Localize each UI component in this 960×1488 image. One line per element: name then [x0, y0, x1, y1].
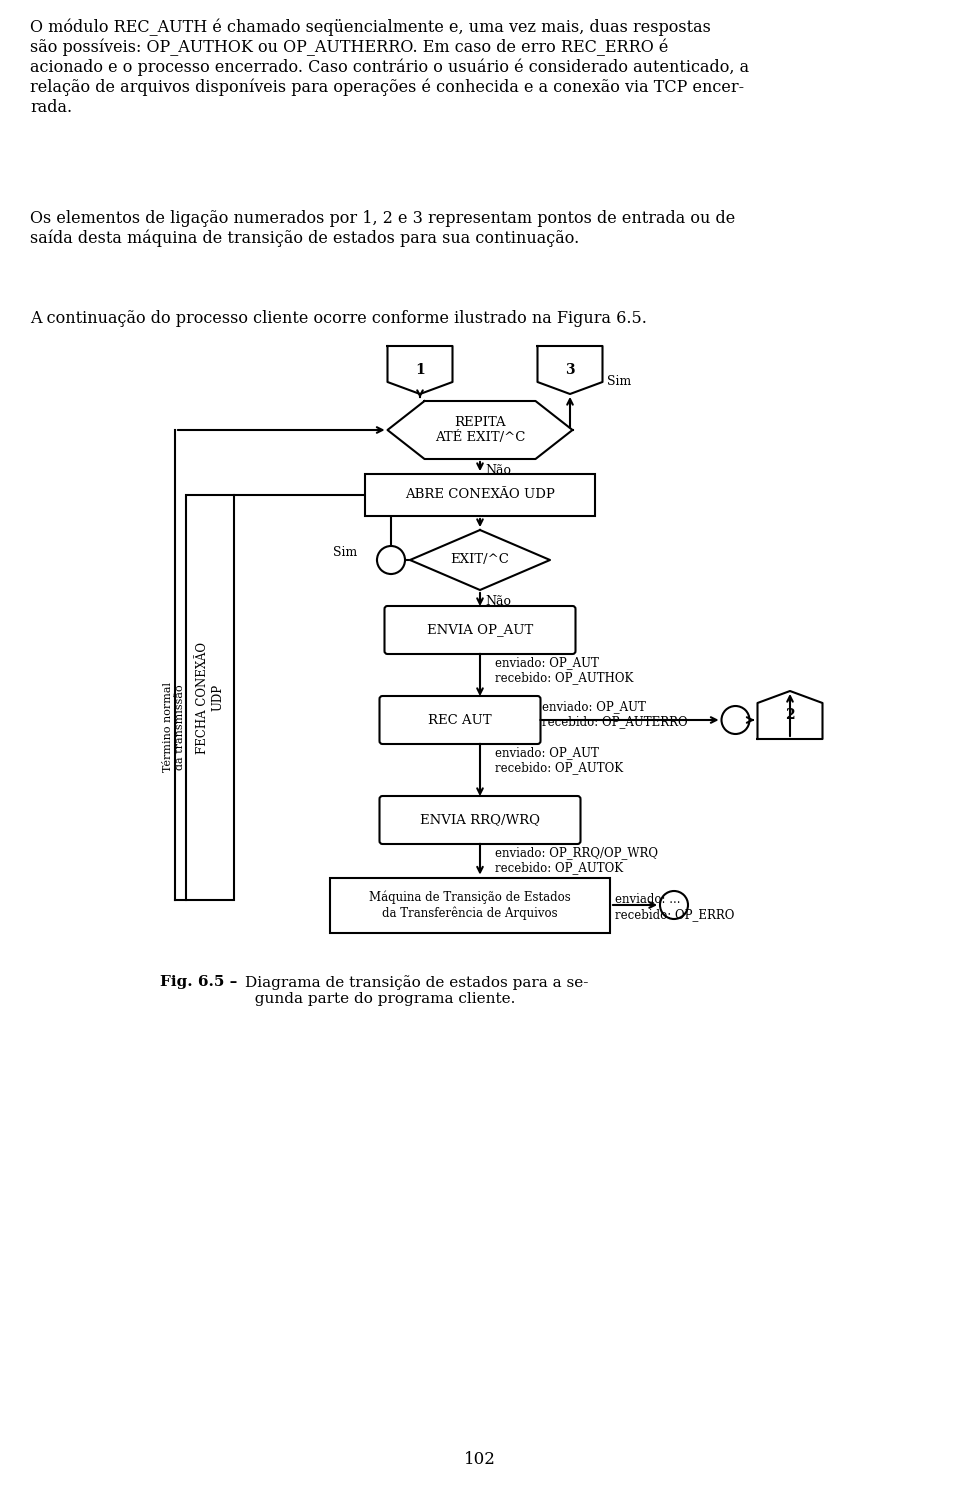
Text: Não: Não	[485, 464, 511, 478]
Text: Os elementos de ligação numerados por 1, 2 e 3 representam pontos de entrada ou : Os elementos de ligação numerados por 1,…	[30, 210, 735, 247]
Polygon shape	[388, 347, 452, 394]
Text: REC AUT: REC AUT	[428, 714, 492, 726]
Text: 2: 2	[785, 708, 795, 722]
Bar	[330, 878, 610, 933]
Text: enviado: OP_AUT
recebido: OP_AUTOK: enviado: OP_AUT recebido: OP_AUTOK	[495, 745, 623, 774]
FancyBboxPatch shape	[385, 606, 575, 655]
Bar	[365, 475, 595, 516]
Text: Diagrama de transição de estados para a se-
  gunda parte do programa cliente.: Diagrama de transição de estados para a …	[245, 975, 588, 1006]
Text: EXIT/^C: EXIT/^C	[450, 554, 510, 567]
Circle shape	[377, 546, 405, 574]
Text: enviado: OP_RRQ/OP_WRQ
recebido: OP_AUTOK: enviado: OP_RRQ/OP_WRQ recebido: OP_AUTO…	[495, 847, 658, 873]
FancyBboxPatch shape	[379, 696, 540, 744]
Text: 102: 102	[464, 1451, 496, 1469]
Text: O módulo REC_AUTH é chamado seqüencialmente e, uma vez mais, duas respostas
são : O módulo REC_AUTH é chamado seqüencialme…	[30, 18, 749, 116]
Text: Sim: Sim	[333, 546, 357, 558]
Text: Fig. 6.5 –: Fig. 6.5 –	[160, 975, 243, 990]
Bar	[186, 496, 234, 900]
Text: enviado: OP_AUT
recebido: OP_AUTHOK: enviado: OP_AUT recebido: OP_AUTHOK	[495, 656, 634, 684]
Text: FECHA CONEXÃO
UDP: FECHA CONEXÃO UDP	[196, 641, 224, 753]
Polygon shape	[410, 530, 550, 591]
Text: Término normal
da transmissão: Término normal da transmissão	[163, 683, 184, 772]
Text: ENVIA OP_AUT: ENVIA OP_AUT	[427, 623, 533, 637]
Text: 1: 1	[415, 363, 425, 376]
Text: ABRE CONEXÃO UDP: ABRE CONEXÃO UDP	[405, 488, 555, 501]
Polygon shape	[757, 690, 823, 740]
Polygon shape	[538, 347, 603, 394]
Text: Não: Não	[485, 595, 511, 609]
Text: 3: 3	[565, 363, 575, 376]
Text: enviado: ...
recebido: OP_ERRO: enviado: ... recebido: OP_ERRO	[615, 893, 734, 921]
Polygon shape	[388, 400, 572, 458]
Text: enviado: OP_AUT
recebido: OP_AUTERRO: enviado: OP_AUT recebido: OP_AUTERRO	[542, 699, 688, 728]
Text: ENVIA RRQ/WRQ: ENVIA RRQ/WRQ	[420, 814, 540, 826]
Text: Sim: Sim	[608, 375, 632, 388]
Text: A continuação do processo cliente ocorre conforme ilustrado na Figura 6.5.: A continuação do processo cliente ocorre…	[30, 310, 647, 327]
Circle shape	[722, 705, 750, 734]
Circle shape	[660, 891, 688, 920]
FancyBboxPatch shape	[379, 796, 581, 844]
Text: REPITA
ATÉ EXIT/^C: REPITA ATÉ EXIT/^C	[435, 417, 525, 443]
Text: Máquina de Transição de Estados
da Transferência de Arquivos: Máquina de Transição de Estados da Trans…	[370, 890, 571, 920]
